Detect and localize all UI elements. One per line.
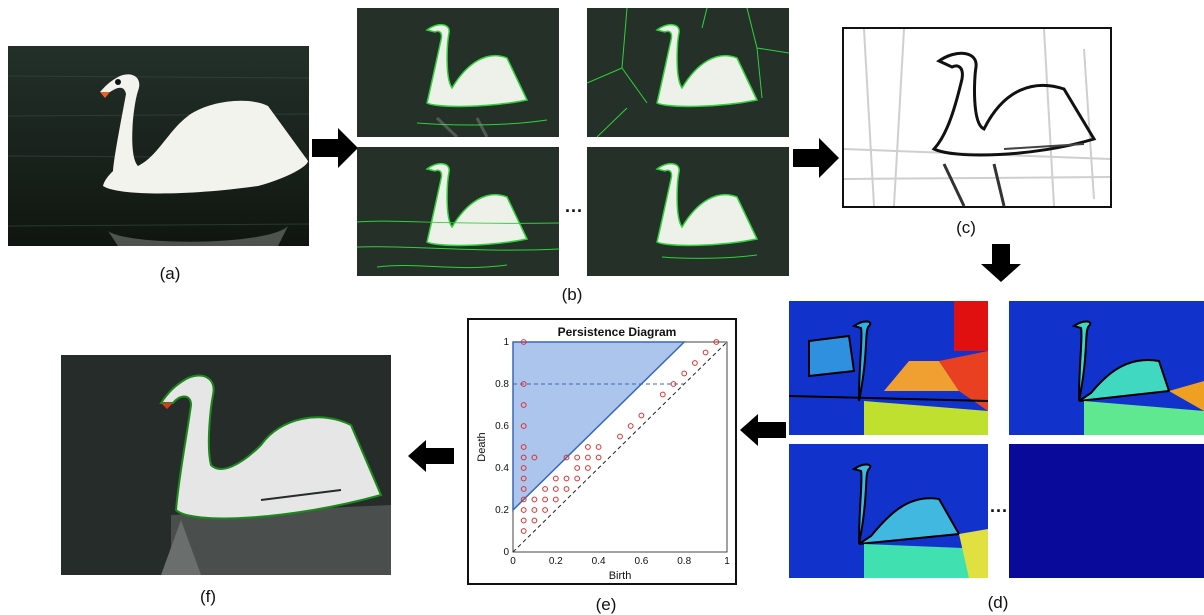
label-a: (a) <box>159 264 181 283</box>
boundary-map <box>842 27 1112 208</box>
data-point <box>531 507 538 513</box>
data-point <box>520 454 527 461</box>
y-tick-label: 0.2 <box>495 505 509 516</box>
data-point <box>531 496 538 503</box>
data-point <box>627 423 634 429</box>
segmentation-2 <box>587 8 789 137</box>
data-point <box>563 486 570 492</box>
data-point <box>681 370 688 377</box>
data-point <box>595 444 602 450</box>
x-tick-label: 0.4 <box>592 556 606 567</box>
data-point <box>638 412 645 419</box>
data-point <box>585 444 591 450</box>
data-point <box>520 507 527 513</box>
data-point <box>520 465 527 471</box>
data-point <box>552 486 559 492</box>
data-point <box>520 496 527 503</box>
segment-map-2 <box>1009 301 1204 435</box>
data-point <box>520 486 527 492</box>
data-point <box>574 454 581 461</box>
arrow-down-icon <box>981 244 1021 287</box>
data-point <box>617 433 623 440</box>
data-point <box>520 517 527 524</box>
data-point <box>574 475 581 482</box>
y-tick-label: 0 <box>503 547 509 558</box>
segment-map-1 <box>789 301 988 435</box>
label-b: (b) <box>561 285 583 304</box>
x-tick-label: 1 <box>724 556 730 567</box>
data-point <box>563 475 570 482</box>
data-point <box>574 465 581 471</box>
x-tick-label: 0.8 <box>677 556 691 567</box>
label-d: (d) <box>987 593 1009 612</box>
ellipsis-b: ... <box>565 196 584 216</box>
data-point <box>563 454 570 461</box>
chart-title: Persistence Diagram <box>558 325 677 339</box>
arrow-right-icon <box>793 138 841 183</box>
data-point <box>542 486 548 492</box>
data-point <box>692 360 698 366</box>
segmentation-4 <box>587 147 789 276</box>
segmentation-3 <box>357 147 559 276</box>
y-tick-label: 0.8 <box>495 379 509 390</box>
data-point <box>520 475 527 482</box>
y-tick-label: 1 <box>503 337 509 348</box>
photo-original <box>8 46 309 246</box>
x-tick-label: 0.6 <box>634 556 648 567</box>
data-point <box>585 454 591 461</box>
arrow-left-icon <box>740 414 786 451</box>
data-point <box>585 465 591 471</box>
diagonal-line <box>512 341 728 553</box>
data-point <box>595 454 602 461</box>
data-point <box>531 517 538 524</box>
x-axis-label: Birth <box>609 570 632 582</box>
label-c: (c) <box>956 218 976 237</box>
y-tick-label: 0.6 <box>495 421 509 432</box>
segment-map-4 <box>1009 444 1204 578</box>
data-point <box>520 381 527 387</box>
data-point <box>520 528 527 534</box>
segment-map-3 <box>789 444 988 578</box>
arrow-left-icon <box>408 440 454 477</box>
data-point <box>552 496 559 503</box>
persistence-diagram: Persistence Diagram 0 0.2 0.4 0.6 0.8 1 0 0.2 0… <box>467 318 737 585</box>
data-point <box>520 339 527 345</box>
data-point <box>520 444 527 450</box>
data-point <box>520 423 527 429</box>
data-point <box>670 381 677 387</box>
data-point <box>552 475 559 482</box>
data-point <box>713 339 720 345</box>
data-point <box>520 402 527 408</box>
data-point <box>659 391 666 398</box>
label-f: (f) <box>199 587 217 606</box>
y-tick-label: 0.4 <box>495 463 509 474</box>
selection-region <box>512 341 687 512</box>
arrow-right-icon <box>312 128 360 173</box>
y-axis-label: Death <box>476 432 488 461</box>
label-e: (e) <box>595 595 617 614</box>
data-point <box>531 454 538 461</box>
x-tick-label: 0.2 <box>549 556 563 567</box>
x-tick-label: 0 <box>510 556 516 567</box>
segmentation-1 <box>357 8 559 137</box>
data-point <box>702 349 709 356</box>
final-segmentation <box>61 355 391 575</box>
data-point <box>542 496 548 503</box>
data-point <box>542 507 548 513</box>
ellipsis-d: ... <box>990 496 1009 516</box>
